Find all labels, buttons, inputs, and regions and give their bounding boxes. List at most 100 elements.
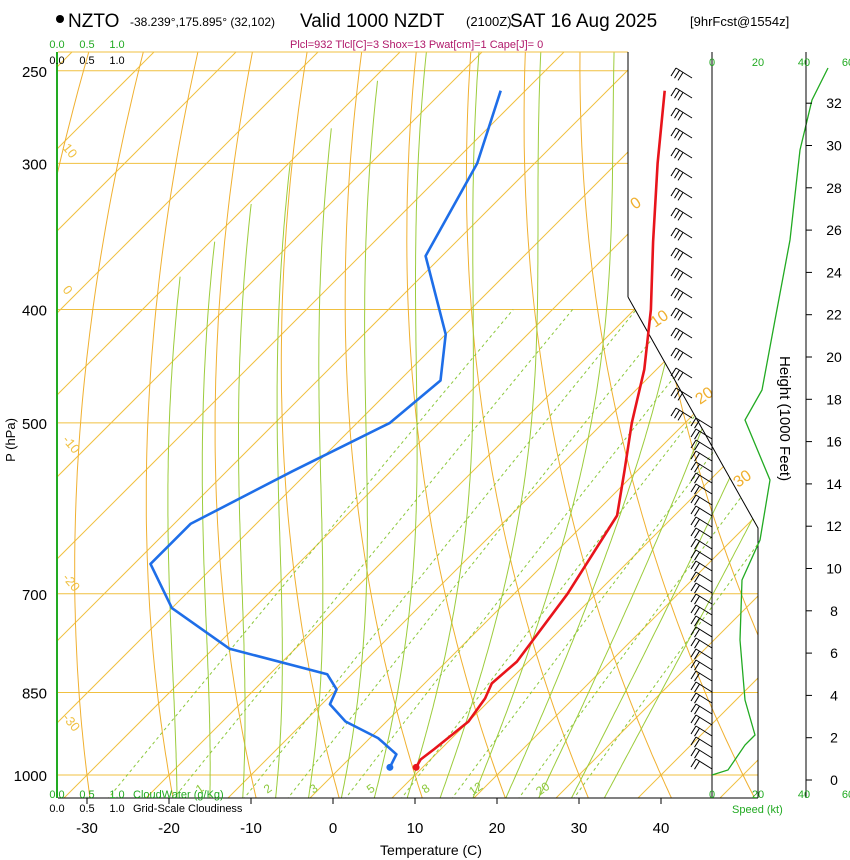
barb-shaft	[675, 287, 693, 299]
wind-barb	[670, 307, 693, 321]
barb-feather	[690, 626, 697, 636]
barb-feather	[690, 725, 697, 735]
wind-barb	[690, 527, 713, 539]
wind-barb	[690, 703, 713, 715]
x-tick-label: -30	[76, 820, 98, 837]
moist-adiabat-line	[438, 52, 542, 798]
speed-scale-bottom: 0 20 40 60	[709, 789, 850, 801]
wind-barb	[690, 450, 713, 462]
barb-feather	[694, 540, 700, 550]
barb-feather	[670, 227, 677, 237]
barb-feather	[677, 92, 684, 101]
speed-tick: 40	[798, 789, 810, 801]
isotherm-line	[58, 52, 731, 798]
adiabat-label: 0	[628, 194, 645, 213]
isotherm-line	[635, 52, 758, 798]
wind-barb	[670, 387, 693, 401]
wind-barb	[690, 725, 713, 737]
cloud-scale-top: 0.0 0.0 0.5 0.5 1.0 1.0	[49, 39, 124, 67]
barb-feather	[690, 483, 697, 493]
wind-barb	[690, 736, 713, 748]
wind-barb	[690, 505, 713, 517]
wind-barb	[690, 428, 713, 440]
barb-feather	[674, 209, 680, 219]
barb-feather	[677, 372, 684, 381]
barb-feather	[690, 516, 697, 526]
wind-barb	[670, 147, 693, 161]
valid-time: Valid 1000 NZDT	[300, 11, 445, 32]
barb-feather	[694, 474, 700, 484]
wind-barb	[670, 267, 693, 281]
barb-feather	[674, 249, 680, 259]
barb-feather	[690, 648, 697, 658]
barb-shaft	[675, 367, 693, 379]
height-tick-label: 22	[826, 307, 842, 323]
pressure-label: 400	[22, 303, 47, 320]
barb-feather	[670, 327, 677, 337]
plot-frame	[56, 51, 759, 799]
barb-feather	[670, 107, 677, 117]
dry-adiabat-line	[280, 52, 341, 798]
barb-feather	[694, 584, 700, 594]
pressure-label: 850	[22, 685, 47, 702]
height-tick-label: 8	[830, 603, 838, 619]
x-tick-label: 40	[653, 820, 670, 837]
isotherm-line	[225, 52, 758, 798]
barb-feather	[694, 463, 700, 473]
isotherm-line	[143, 52, 758, 798]
barb-feather	[674, 169, 680, 179]
height-tick-label: 18	[826, 391, 842, 407]
dry-adiabat-line	[579, 52, 756, 798]
barb-shaft	[695, 736, 713, 748]
profiles	[149, 90, 666, 771]
barb-feather	[677, 152, 684, 161]
barb-feather	[674, 389, 680, 399]
wind-barb	[670, 327, 693, 341]
wind-barb	[670, 87, 693, 101]
isotherm-label: 0	[60, 282, 76, 297]
dry-adiabat-line	[344, 52, 424, 798]
wind-barb	[690, 648, 713, 660]
wind-barb	[690, 538, 713, 550]
wind-barb	[690, 472, 713, 484]
header: NZTO -38.239°,175.895° (32,102) Valid 10…	[56, 11, 789, 51]
barb-feather	[690, 692, 697, 702]
barb-feather	[690, 747, 697, 757]
wind-barbs	[670, 67, 829, 776]
speed-tick: 0	[709, 789, 715, 801]
barb-feather	[677, 312, 684, 321]
wind-barb	[690, 714, 713, 726]
barb-shaft	[695, 758, 713, 770]
barb-feather	[674, 289, 680, 299]
dry-adiabat-line	[406, 52, 507, 798]
barb-shaft	[695, 582, 713, 594]
cloudwater-tick: 0.0	[49, 789, 64, 801]
cloudwater-tick: 1.0	[109, 39, 124, 51]
barb-feather	[694, 595, 700, 605]
cloudwater-label: CloudWater (g/Kg)	[133, 789, 224, 801]
barb-feather	[690, 560, 697, 570]
moist-adiabat-line	[201, 241, 216, 798]
mixing-ratio-line	[450, 309, 758, 798]
wind-barb	[670, 167, 693, 181]
isotherm-line	[58, 52, 567, 798]
mixing-ratio-label: 20	[533, 779, 552, 798]
dry-adiabat-line	[465, 52, 590, 798]
wind-barb	[670, 107, 693, 121]
isotherm-line	[58, 52, 239, 798]
height-tick-label: 4	[830, 687, 838, 703]
grid-clipped	[58, 52, 758, 798]
speed-scale-top: 0 20 40 60	[709, 57, 850, 69]
wind-barb	[690, 494, 713, 506]
barb-shaft	[675, 67, 693, 79]
pressure-label: 250	[22, 64, 47, 81]
barb-shaft	[695, 615, 713, 627]
isotherm-line	[58, 52, 403, 798]
forecast-tag: [9hrFcst@1554z]	[690, 14, 789, 29]
barb-feather	[694, 573, 700, 583]
barb-feather	[670, 307, 677, 317]
wind-barb	[690, 516, 713, 528]
height-tick-label: 16	[826, 434, 842, 450]
barb-shaft	[695, 439, 713, 451]
height-tick-label: 26	[826, 222, 842, 238]
